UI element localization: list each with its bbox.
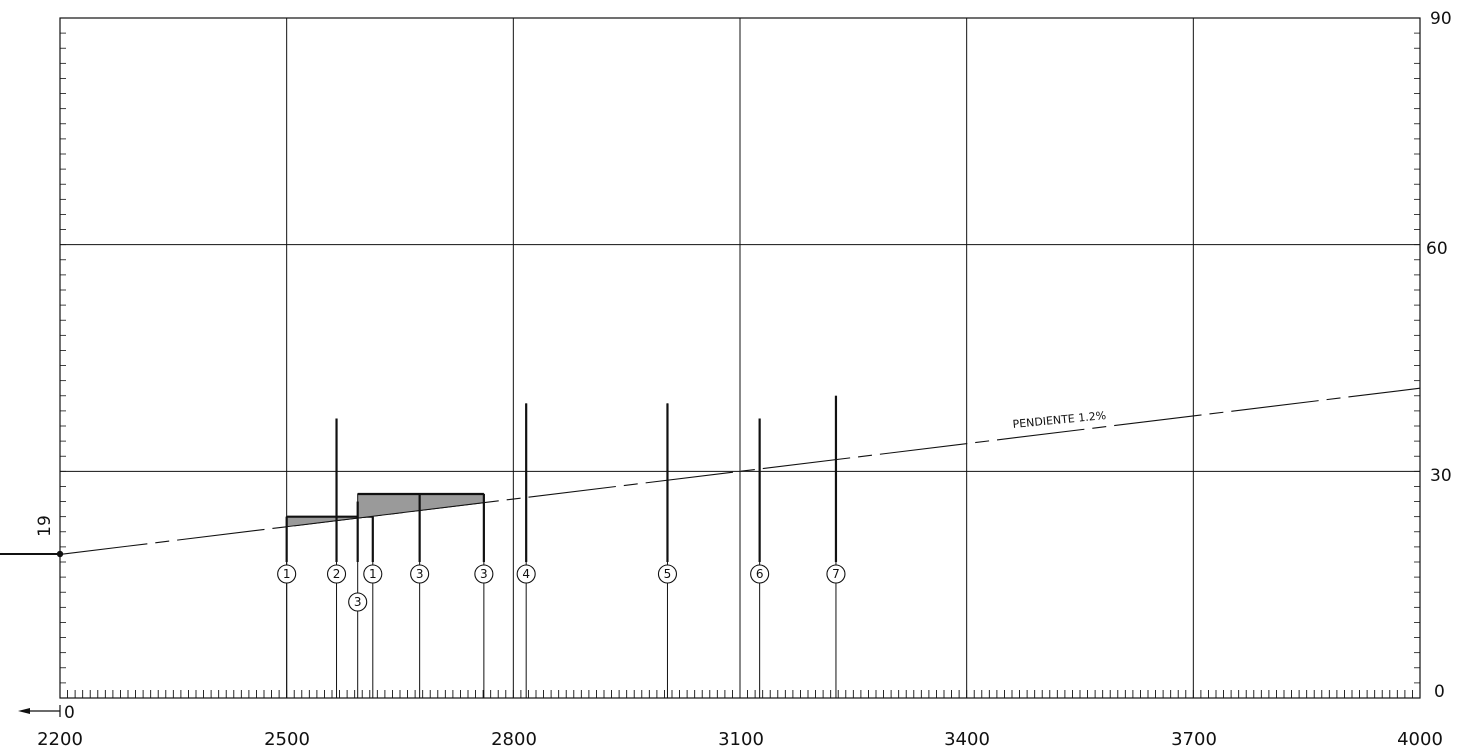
post-marker (348, 592, 368, 612)
x-tick-label: 3700 (1171, 729, 1217, 750)
post-label: 4 (522, 567, 530, 581)
post-marker (657, 564, 678, 584)
tick-marks (59, 17, 1421, 699)
post-label: 3 (354, 595, 362, 609)
platforms (286, 492, 485, 528)
x-tick-label: 3400 (944, 729, 990, 750)
post-label: 3 (480, 567, 488, 581)
post-marker (326, 564, 347, 584)
post-marker (826, 564, 846, 584)
post-label: 1 (369, 567, 377, 581)
post-label: 7 (832, 567, 840, 581)
platform (357, 493, 485, 519)
x-tick-label: 2500 (264, 729, 310, 750)
post-marker (474, 564, 494, 584)
slope-label: PENDIENTE 1.2% (1012, 409, 1107, 431)
post-marker (363, 564, 383, 584)
x-tick-label: 2200 (37, 729, 83, 750)
y-tick-label: 30 (1430, 466, 1452, 486)
y-tick-label: 60 (1426, 239, 1448, 259)
post-label: 6 (756, 567, 764, 581)
slope-line (59, 387, 1421, 555)
left-level-line (0, 550, 64, 558)
origin-label: 0 (64, 703, 75, 723)
x-tick-label: 2800 (491, 729, 537, 750)
grid (59, 17, 1421, 699)
y-tick-label: 0 (1434, 682, 1445, 702)
y-tick-label: 90 (1430, 9, 1452, 29)
post-label: 5 (664, 567, 672, 581)
posts: 1 231 3 3 4 5 6 7 (277, 395, 846, 698)
left-level-label: 19 (35, 515, 55, 537)
post-label: 3 (416, 567, 424, 581)
x-tick-label: 4000 (1397, 729, 1443, 750)
post-marker (277, 564, 297, 584)
slope-line-path (59, 387, 1421, 555)
post-label: 1 (283, 567, 291, 581)
post-marker (750, 564, 770, 584)
origin-arrow-icon (18, 705, 61, 717)
post-marker (516, 564, 536, 584)
x-tick-label: 3100 (718, 729, 764, 750)
post-label: 2 (333, 567, 341, 581)
post-marker (410, 564, 430, 584)
labels: 2200 2500 2800 3100 3400 3700 4000 90 60… (35, 9, 1452, 750)
